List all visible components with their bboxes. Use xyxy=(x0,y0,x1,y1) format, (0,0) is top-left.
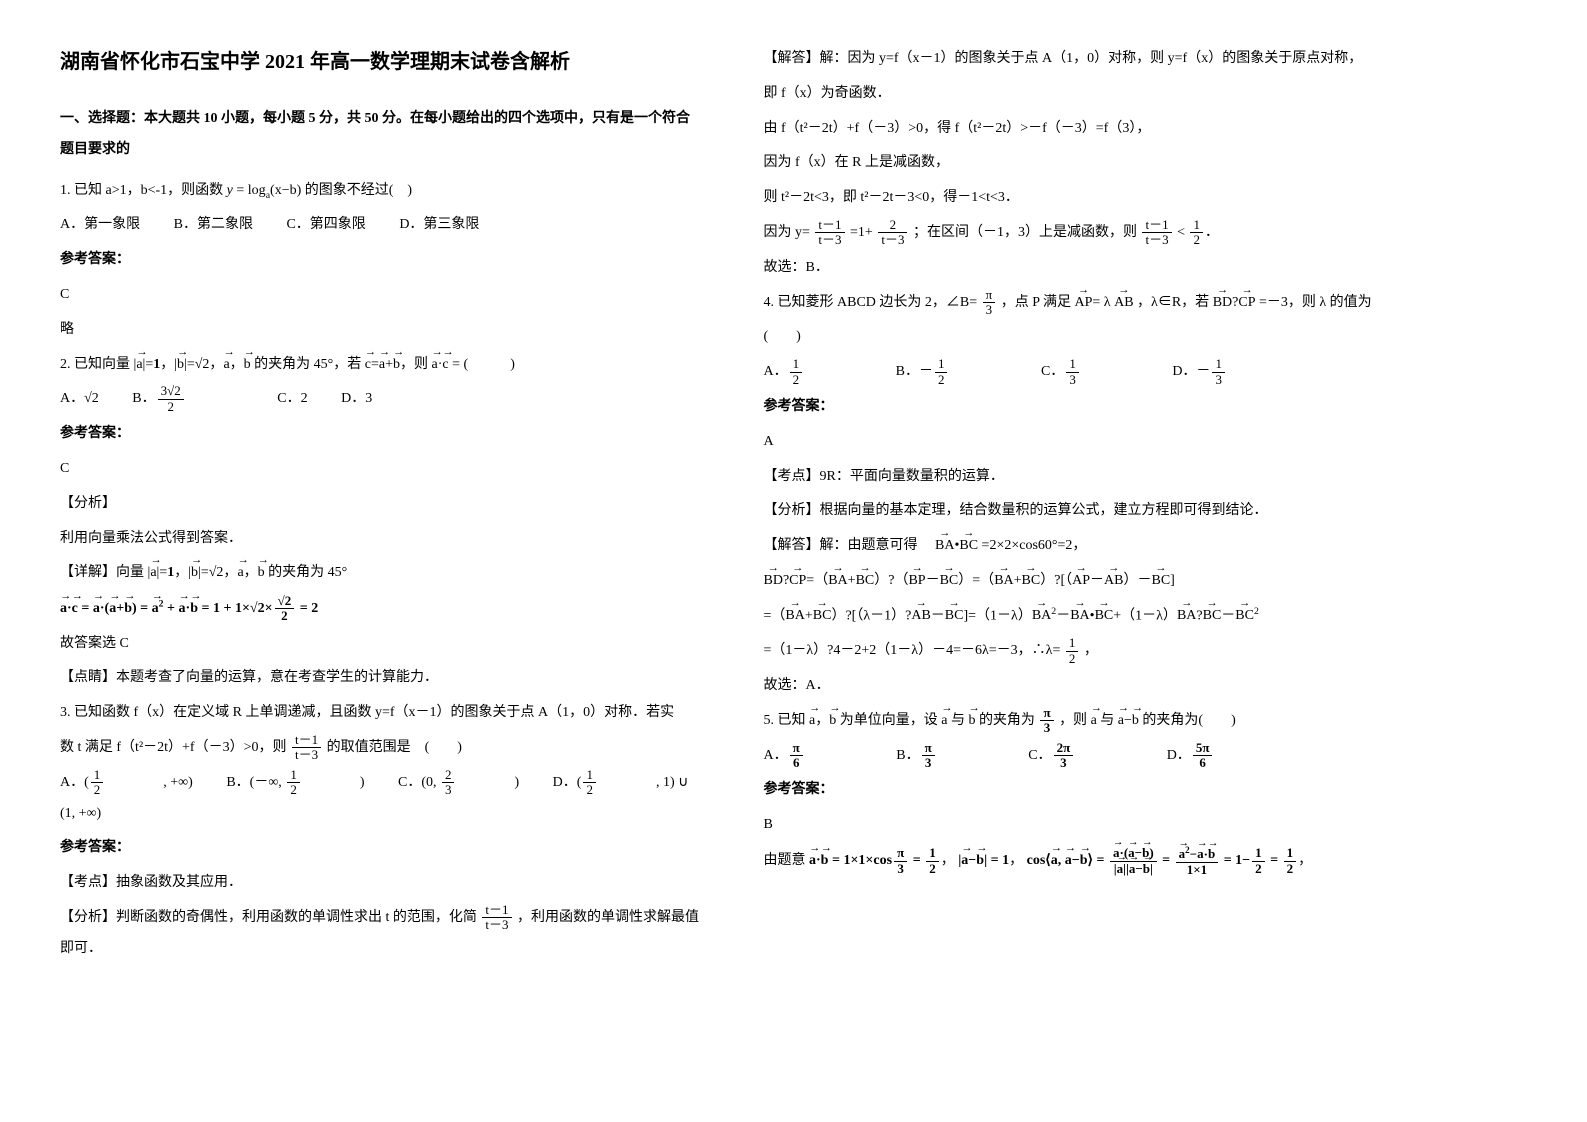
q2-stem-mid: 的夹角为 45°，若 xyxy=(254,357,361,372)
q5-opt-b: B．π3 xyxy=(896,748,994,763)
q3-l6a: 因为 y= xyxy=(764,225,810,240)
q4-stem2: ，点 P 满足 xyxy=(1001,295,1071,310)
q5-stem1: 5. 已知 xyxy=(764,713,806,728)
q4-point: 【考点】9R：平面向量数量积的运算． xyxy=(764,462,1408,493)
q2-options: A．√2 B．3√22 C．2 D．3 xyxy=(60,384,704,415)
q3-point: 【考点】抽象函数及其应用． xyxy=(60,868,704,899)
left-column: 湖南省怀化市石宝中学 2021 年高一数学理期末试卷含解析 一、选择题：本大题共… xyxy=(60,40,704,969)
q1-stem: 1. 已知 a>1，b<-1，则函数 y = loga(x−b) 的图象不经过(… xyxy=(60,176,704,207)
q3-opt-c: C．(0, 23) xyxy=(398,775,519,790)
q3-analysis-text: 【分析】判断函数的奇偶性，利用函数的单调性求出 t 的范围，化简 xyxy=(60,910,477,925)
q4-sol3: =（BA+BC）?[（λ－1）?AB－BC]=（1－λ）BA2－BA•BC+（1… xyxy=(764,601,1408,632)
q4-stem: 4. 已知菱形 ABCD 边长为 2，∠B= π3 ，点 P 满足 AP= λ … xyxy=(764,288,1408,319)
q4-analysis: 【分析】根据向量的基本定理，结合数量积的运算公式，建立方程即可得到结论． xyxy=(764,496,1408,527)
q4-opt-d: D．－13 xyxy=(1172,364,1285,379)
q3-stem2-text: 数 t 满足 f（t²－2t）+f（－3）>0，则 xyxy=(60,740,286,755)
q2-ans: C xyxy=(60,454,704,485)
q5-ans-label: 参考答案： xyxy=(764,775,1408,806)
q1-opt-b: B．第二象限 xyxy=(174,217,253,232)
q4-sol4: =（1－λ）?4－2+2（1－λ）－4=－6λ=－3，∴λ= 12 ， xyxy=(764,636,1408,667)
q4-last1: =（1－λ）?4－2+2（1－λ）－4=－6λ=－3，∴λ= xyxy=(764,643,1061,658)
q2-stem-pre: 2. 已知向量 xyxy=(60,357,130,372)
q3-sol-l6: 因为 y= t－1t－3 =1+ 2t－3 ；在区间（－1，3）上是减函数，则 … xyxy=(764,218,1408,249)
q4-ans-label: 参考答案： xyxy=(764,392,1408,423)
q2-opt-d: D．3 xyxy=(341,391,372,406)
q4-stem1: 4. 已知菱形 ABCD 边长为 2，∠B= xyxy=(764,295,978,310)
q5-stem7: 的夹角为( ) xyxy=(1142,713,1235,728)
q4-stem5: ( ) xyxy=(764,322,1408,353)
q5-stem: 5. 已知 a，b 为单位向量，设 a 与 b 的夹角为 π3 ，则 a 与 a… xyxy=(764,706,1408,737)
q3-opt-a: A．(12, +∞) xyxy=(60,775,193,790)
q4-options: A．12 B．－12 C．13 D．－13 xyxy=(764,357,1408,388)
q5-opt-d: D．5π6 xyxy=(1167,748,1273,763)
q2-ans-label: 参考答案： xyxy=(60,419,704,450)
q3-stem3-text: 的取值范围是 ( ) xyxy=(327,740,462,755)
q2-analysis-label: 【分析】 xyxy=(60,489,704,520)
q4-stem4: =－3，则 λ 的值为 xyxy=(1259,295,1372,310)
q5-stem2: 为单位向量，设 xyxy=(840,713,938,728)
q2-detail-mid: 的夹角为 45° xyxy=(268,565,347,580)
q3-sol-l5: 则 t²－2t<3，即 t²－2t－3<0，得－1<t<3． xyxy=(764,183,1408,214)
q3-opt-b: B．(－∞, 12) xyxy=(226,775,364,790)
q2-point: 【点睛】本题考查了向量的运算，意在考查学生的计算能力． xyxy=(60,663,704,694)
section-1-head: 一、选择题：本大题共 10 小题，每小题 5 分，共 50 分。在每小题给出的四… xyxy=(60,104,704,166)
q3-sol-l4: 因为 f（x）在 R 上是减函数， xyxy=(764,148,1408,179)
q5-stem3: 与 xyxy=(951,713,965,728)
q5-stem6: 与 xyxy=(1100,713,1114,728)
q4-stem3: ，λ∈R，若 xyxy=(1137,295,1209,310)
q4-sol1-text: 【解答】解：由题意可得 xyxy=(764,538,932,553)
q1-opt-d: D．第三象限 xyxy=(399,217,479,232)
q3-l6b: =1+ xyxy=(850,225,873,240)
q2-opt-b: B．3√22 xyxy=(132,391,243,406)
q4-last2: ， xyxy=(1084,643,1098,658)
q5-sol1-text: 由题意 xyxy=(764,853,806,868)
q5-options: A．π6 B．π3 C．2π3 D．5π6 xyxy=(764,741,1408,772)
q3-ans-label: 参考答案： xyxy=(60,833,704,864)
q3-stem1: 3. 已知函数 f（x）在定义域 R 上单调递减，且函数 y=f（x－1）的图象… xyxy=(60,698,704,729)
q3-sol-l2: 即 f（x）为奇函数． xyxy=(764,79,1408,110)
q1-opt-a: A．第一象限 xyxy=(60,217,140,232)
q5-opt-c: C．2π3 xyxy=(1028,748,1133,763)
q5-sol: 由题意 a·b = 1×1×cosπ3 = 12， |a−b| = 1， cos… xyxy=(764,845,1408,877)
q2-opt-c: C．2 xyxy=(277,391,307,406)
q4-ans: A xyxy=(764,427,1408,458)
q3-sol-l1: 【解答】解：因为 y=f（x－1）的图象关于点 A（1，0）对称，则 y=f（x… xyxy=(764,44,1408,75)
q3-options: A．(12, +∞) B．(－∞, 12) C．(0, 23) D．(12, 1… xyxy=(60,768,704,830)
q1-options: A．第一象限 B．第二象限 C．第四象限 D．第三象限 xyxy=(60,210,704,241)
doc-title: 湖南省怀化市石宝中学 2021 年高一数学理期末试卷含解析 xyxy=(60,40,704,84)
q5-stem4: 的夹角为 xyxy=(979,713,1035,728)
q2-stem-end: ( ) xyxy=(464,357,515,372)
q2-detail-label: 【详解】向量 xyxy=(60,565,144,580)
q1-ans-label: 参考答案： xyxy=(60,245,704,276)
q5-opt-a: A．π6 xyxy=(764,748,863,763)
q4-sol1b-text: =2×2×cos60°=2， xyxy=(982,538,1087,553)
q1-opt-c: C．第四象限 xyxy=(286,217,365,232)
q3-stem2: 数 t 满足 f（t²－2t）+f（－3）>0，则 t－1t－3 的取值范围是 … xyxy=(60,733,704,764)
right-column: 【解答】解：因为 y=f（x－1）的图象关于点 A（1，0）对称，则 y=f（x… xyxy=(764,40,1408,969)
q1-ans: C xyxy=(60,280,704,311)
q3-analysis: 【分析】判断函数的奇偶性，利用函数的单调性求出 t 的范围，化简 t－1t－3 … xyxy=(60,903,704,965)
q4-opt-b: B．－12 xyxy=(896,364,1008,379)
q3-l6c: ；在区间（－1，3）上是减函数，则 xyxy=(913,225,1137,240)
q2-conclusion: 故答案选 C xyxy=(60,629,704,660)
q4-opt-c: C．13 xyxy=(1041,364,1139,379)
q5-stem5: ，则 xyxy=(1059,713,1087,728)
q2-formula: a·c = a·(a+b) = a2 + a·b = 1 + 1×√2×√22 … xyxy=(60,593,704,624)
q4-opt-a: A．12 xyxy=(764,364,863,379)
q3-sol-l3: 由 f（t²－2t）+f（－3）>0，得 f（t²－2t）>－f（－3）=f（3… xyxy=(764,114,1408,145)
q4-last3: 故选：A． xyxy=(764,671,1408,702)
q2-stem: 2. 已知向量 |a|=1，|b|=√2，a，b 的夹角为 45°，若 c=a+… xyxy=(60,350,704,381)
q2-opt-a: A．√2 xyxy=(60,391,99,406)
